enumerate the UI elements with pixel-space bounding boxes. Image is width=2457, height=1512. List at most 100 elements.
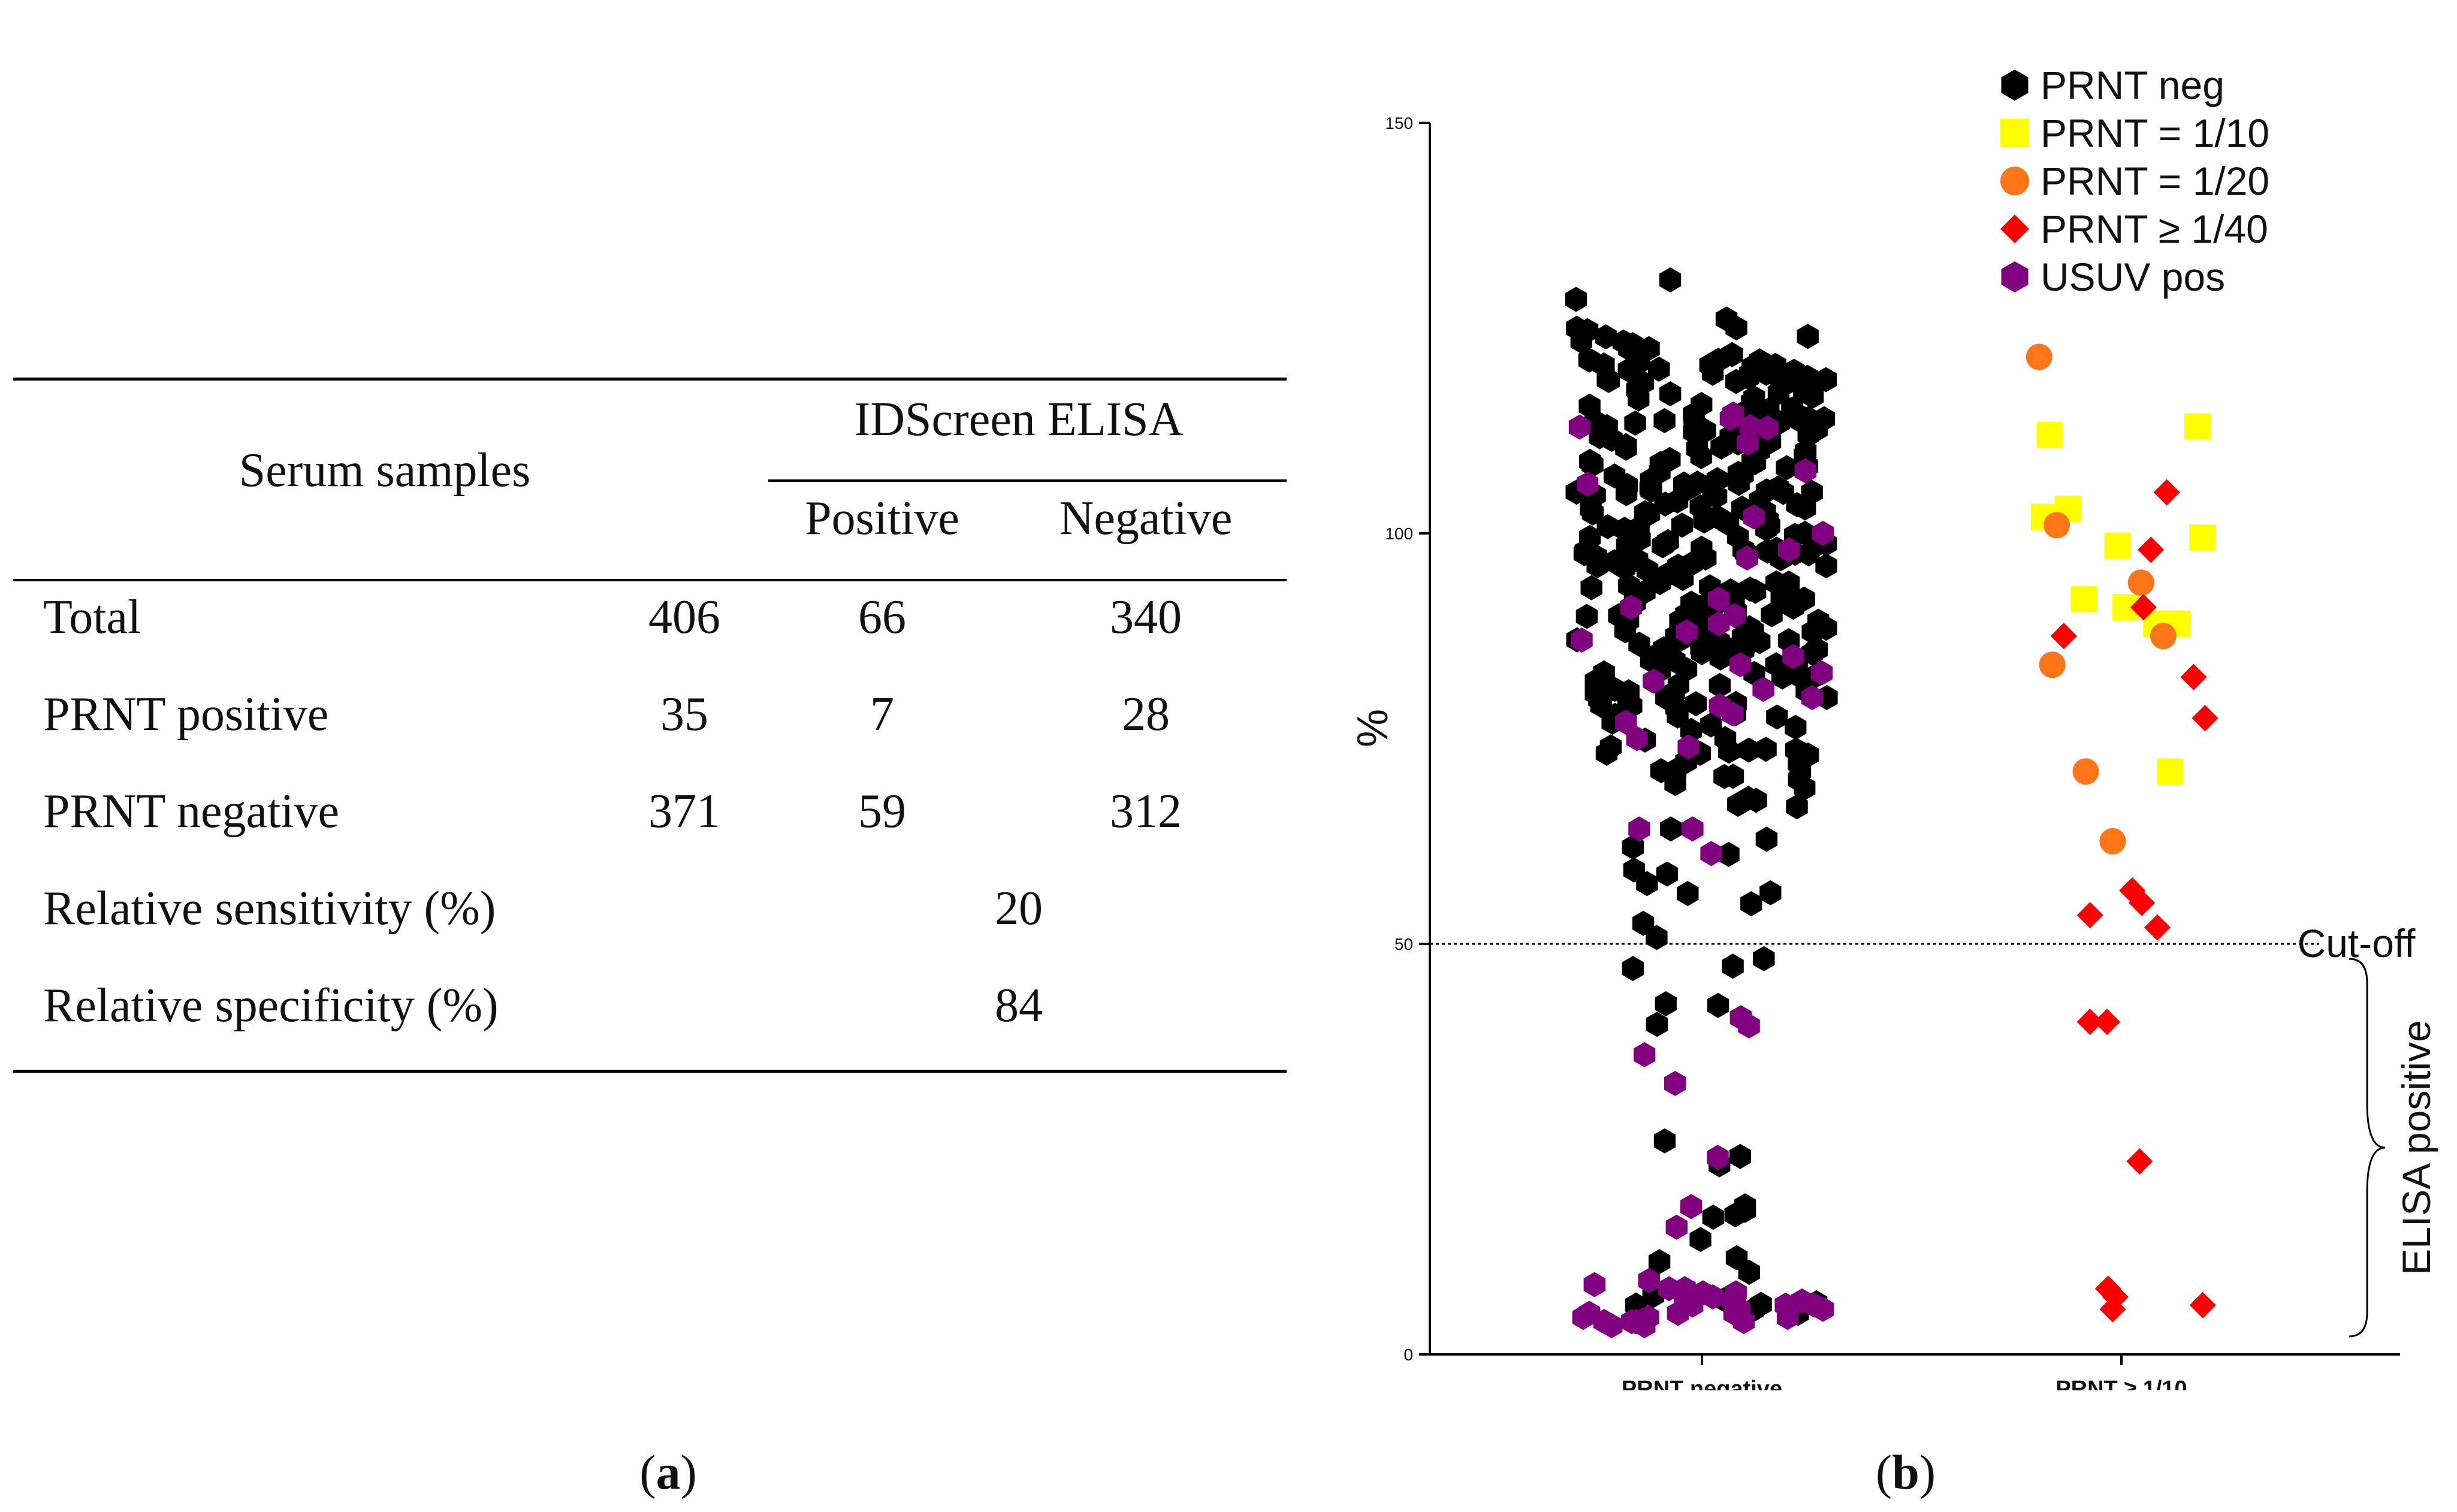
- point-prnt-neg: [1636, 871, 1658, 897]
- point-prnt-neg: [1590, 693, 1612, 719]
- point-prnt-neg: [1786, 794, 1808, 820]
- point-prnt-neg: [1615, 481, 1638, 506]
- point-prnt-neg: [1807, 608, 1830, 634]
- point-prnt-1-40: [2076, 902, 2103, 929]
- point-prnt-neg: [1738, 737, 1760, 763]
- point-prnt-neg: [1756, 538, 1779, 564]
- point-prnt-neg: [1653, 408, 1676, 433]
- point-prnt-neg: [1691, 640, 1713, 666]
- legend-marker-1: [2000, 119, 2029, 147]
- point-prnt-neg: [1766, 704, 1788, 730]
- point-usuv-pos: [1737, 430, 1759, 456]
- point-prnt-neg: [1728, 470, 1750, 496]
- point-prnt-neg: [1783, 591, 1805, 617]
- point-usuv-pos: [1810, 660, 1833, 686]
- point-usuv-pos: [1736, 545, 1758, 571]
- row-prnt-positive-count: 35: [660, 688, 708, 741]
- point-prnt-neg: [1629, 526, 1651, 552]
- legend-label-2: PRNT = 1/20: [2041, 159, 2269, 203]
- point-usuv-pos: [1682, 816, 1704, 842]
- point-usuv-pos: [1576, 471, 1599, 497]
- point-prnt-1-40: [2153, 479, 2180, 506]
- point-prnt-1-20: [2127, 569, 2154, 596]
- legend-marker-2: [2000, 167, 2029, 195]
- point-prnt-neg: [1721, 342, 1743, 367]
- point-usuv-pos: [1667, 1300, 1689, 1326]
- point-usuv-pos: [1722, 401, 1744, 427]
- point-prnt-neg: [1646, 1012, 1668, 1037]
- point-prnt-neg: [1689, 1227, 1712, 1253]
- point-prnt-neg: [1622, 956, 1644, 982]
- point-prnt-neg: [1683, 419, 1705, 445]
- point-usuv-pos: [1620, 594, 1642, 620]
- row-label-total: Total: [43, 591, 141, 644]
- point-prnt-neg: [1744, 449, 1766, 475]
- elisa-positive-bracket: [2349, 958, 2386, 1338]
- y-axis-label: %: [1349, 709, 1397, 747]
- header-idscreen-elisa: IDScreen ELISA: [854, 393, 1184, 446]
- x-category-label-prnt-10: PRNT ≥ 1/10: [2055, 1377, 2187, 1390]
- point-prnt-neg: [1783, 358, 1805, 384]
- point-usuv-pos: [1583, 1272, 1605, 1297]
- point-usuv-pos: [1665, 1214, 1688, 1240]
- header-bottom-rule: [13, 579, 1287, 581]
- row-prnt-positive-negative: 28: [1122, 688, 1170, 741]
- table-top-rule: [13, 378, 1287, 381]
- point-usuv-pos: [1708, 611, 1730, 636]
- point-prnt-neg: [1648, 357, 1670, 382]
- point-prnt-neg: [1791, 743, 1813, 768]
- point-prnt-neg: [1707, 992, 1729, 1018]
- point-prnt-neg: [1742, 618, 1764, 644]
- point-usuv-pos: [1812, 521, 1834, 546]
- point-usuv-pos: [1782, 644, 1804, 669]
- point-prnt-neg: [1794, 495, 1816, 521]
- row-label-relative-sensitivity: Relative sensitivity (%): [43, 882, 496, 935]
- point-prnt-neg: [1753, 946, 1775, 971]
- point-prnt-neg: [1750, 1291, 1772, 1317]
- point-usuv-pos: [1778, 537, 1800, 563]
- y-tick-label-50: 50: [1394, 935, 1413, 953]
- point-prnt-neg: [1801, 640, 1824, 666]
- point-prnt-neg: [1575, 603, 1598, 629]
- point-prnt-1-40: [2093, 1009, 2120, 1036]
- point-usuv-pos: [1628, 816, 1650, 842]
- point-usuv-pos: [1638, 1267, 1660, 1293]
- point-prnt-1-20: [2150, 623, 2177, 650]
- point-prnt-neg: [1659, 381, 1682, 407]
- point-prnt-1-40: [2180, 663, 2207, 690]
- point-prnt-neg: [1726, 524, 1749, 550]
- point-prnt-1-40: [2138, 536, 2165, 563]
- point-prnt-neg: [1709, 645, 1732, 671]
- point-usuv-pos: [1643, 668, 1665, 694]
- point-prnt-neg: [1648, 1249, 1671, 1275]
- point-prnt-neg: [1761, 602, 1783, 627]
- point-prnt-1-10: [2184, 413, 2211, 440]
- y-tick-label-0: 0: [1403, 1345, 1413, 1364]
- point-prnt-neg: [1815, 553, 1837, 579]
- row-prnt-negative-negative: 312: [1110, 785, 1182, 838]
- point-usuv-pos: [1568, 414, 1591, 440]
- row-prnt-positive-positive: 7: [870, 688, 894, 741]
- legend-marker-0: [2001, 70, 2029, 101]
- point-prnt-neg: [1652, 533, 1674, 559]
- point-prnt-neg: [1729, 1143, 1752, 1169]
- point-prnt-1-10: [2189, 524, 2216, 551]
- point-prnt-neg: [1603, 549, 1626, 575]
- point-prnt-neg: [1776, 455, 1798, 481]
- point-prnt-1-40: [2076, 1009, 2103, 1036]
- group-header-rule: [768, 479, 1287, 482]
- point-prnt-1-20: [2072, 758, 2099, 785]
- point-prnt-neg: [1659, 267, 1682, 293]
- point-usuv-pos: [1752, 677, 1774, 702]
- point-usuv-pos: [1664, 1070, 1686, 1096]
- point-prnt-neg: [1580, 575, 1602, 600]
- legend-marker-4: [2001, 261, 2029, 292]
- point-prnt-neg: [1725, 1245, 1748, 1270]
- point-prnt-1-40: [2119, 877, 2146, 904]
- point-prnt-neg: [1794, 775, 1816, 801]
- point-usuv-pos: [1708, 586, 1730, 612]
- point-prnt-1-10: [2157, 758, 2184, 785]
- point-prnt-neg: [1700, 712, 1722, 738]
- point-prnt-neg: [1589, 424, 1611, 449]
